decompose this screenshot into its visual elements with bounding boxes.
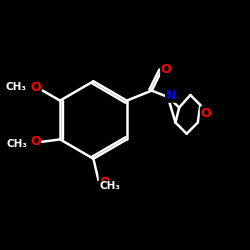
Text: CH₃: CH₃ bbox=[6, 82, 26, 92]
Text: O: O bbox=[200, 107, 211, 120]
Text: O: O bbox=[30, 136, 40, 148]
Text: CH₃: CH₃ bbox=[7, 140, 28, 149]
Text: CH₃: CH₃ bbox=[99, 181, 120, 191]
Text: O: O bbox=[99, 176, 110, 188]
Text: N: N bbox=[166, 89, 176, 102]
Text: O: O bbox=[161, 63, 171, 76]
Text: O: O bbox=[30, 81, 40, 94]
